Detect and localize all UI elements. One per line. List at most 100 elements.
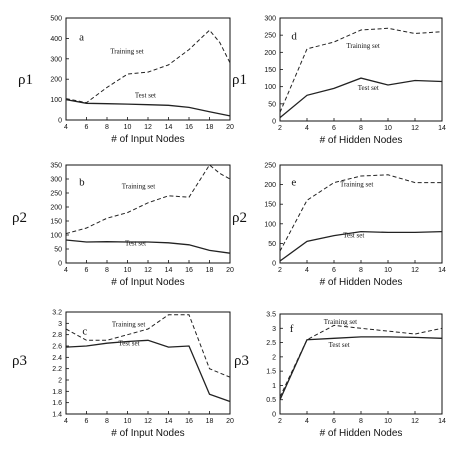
y-tick-label-b-0: 0: [58, 261, 62, 268]
x-tick-label-a-3: 10: [124, 124, 132, 131]
x-tick-label-b-3: 10: [124, 267, 132, 274]
panel-letter-f: f: [290, 323, 294, 335]
y-tick-label-c-9: 3.2: [52, 310, 62, 317]
x-tick-label-f-6: 14: [438, 418, 446, 425]
x-axis-label-e: # of Hidden Nodes: [320, 277, 403, 288]
y-tick-label-d-5: 250: [264, 33, 276, 40]
x-tick-label-f-3: 8: [359, 418, 363, 425]
y-tick-label-b-1: 50: [54, 247, 62, 254]
y-tick-label-f-3: 1.5: [266, 369, 276, 376]
x-tick-label-f-5: 12: [411, 418, 419, 425]
y-tick-label-f-0: 0: [272, 412, 276, 419]
training-set-label-b: Training set: [122, 183, 155, 191]
x-axis-label-d: # of Hidden Nodes: [320, 135, 403, 146]
test-set-label-c: Test set: [118, 340, 139, 348]
y-tick-label-d-0: 0: [272, 119, 276, 126]
x-tick-label-b-8: 20: [226, 267, 234, 274]
x-tick-label-b-2: 8: [105, 267, 109, 274]
training-set-line-c: [65, 314, 231, 378]
x-tick-label-a-6: 16: [185, 124, 193, 131]
panel-letter-d: d: [291, 31, 297, 43]
y-tick-label-c-2: 1.8: [52, 389, 62, 396]
test-set-line-a: [65, 98, 231, 117]
y-tick-label-a-0: 0: [58, 118, 62, 125]
x-axis-label-b: # of Input Nodes: [111, 277, 184, 288]
x-tick-label-b-7: 18: [206, 267, 214, 274]
y-tick-label-b-6: 300: [50, 177, 62, 184]
x-tick-label-e-0: 2: [278, 267, 282, 274]
y-tick-label-b-5: 250: [50, 191, 62, 198]
x-tick-label-c-5: 14: [165, 418, 173, 425]
y-tick-label-e-1: 50: [268, 241, 276, 248]
y-tick-label-e-3: 150: [264, 202, 276, 209]
y-tick-label-c-1: 1.6: [52, 400, 62, 407]
y-tick-label-b-7: 350: [50, 163, 62, 170]
y-tick-label-f-5: 2.5: [266, 340, 276, 347]
x-tick-label-d-0: 2: [278, 125, 282, 132]
y-tick-label-f-4: 2: [272, 354, 276, 361]
y-tick-label-d-3: 150: [264, 67, 276, 74]
x-axis-label-f: # of Hidden Nodes: [320, 428, 403, 439]
x-tick-label-a-2: 8: [105, 124, 109, 131]
panel-letter-b: b: [79, 177, 85, 189]
test-set-label-f: Test set: [329, 341, 350, 349]
y-tick-label-a-1: 100: [50, 97, 62, 104]
y-axis-label-a: ρ1: [18, 72, 33, 88]
test-set-label-e: Test set: [343, 232, 364, 240]
x-tick-label-e-5: 12: [411, 267, 419, 274]
x-tick-label-b-5: 14: [165, 267, 173, 274]
x-tick-label-e-2: 6: [332, 267, 336, 274]
training-set-line-f: [279, 324, 443, 398]
panel-letter-e: e: [291, 177, 296, 189]
x-tick-label-b-0: 4: [64, 267, 68, 274]
y-tick-label-b-2: 100: [50, 233, 62, 240]
y-tick-label-d-6: 300: [264, 16, 276, 23]
y-tick-label-a-5: 500: [50, 16, 62, 23]
training-set-label-c: Training set: [112, 320, 145, 328]
x-tick-label-c-3: 10: [124, 418, 132, 425]
y-axis-label-e: ρ2: [232, 210, 247, 226]
y-tick-label-e-5: 250: [264, 163, 276, 170]
x-tick-label-e-6: 14: [438, 267, 446, 274]
y-tick-label-e-0: 0: [272, 261, 276, 268]
test-set-line-f: [279, 336, 443, 400]
plot-frame-b: [65, 164, 231, 264]
y-tick-label-c-6: 2.6: [52, 344, 62, 351]
x-tick-label-a-8: 20: [226, 124, 234, 131]
y-tick-label-b-4: 200: [50, 205, 62, 212]
y-tick-label-b-3: 150: [50, 219, 62, 226]
x-tick-label-f-2: 6: [332, 418, 336, 425]
y-tick-label-d-4: 200: [264, 50, 276, 57]
x-tick-label-f-1: 4: [305, 418, 309, 425]
x-tick-label-a-0: 4: [64, 124, 68, 131]
test-set-line-c: [65, 339, 231, 403]
y-axis-label-d: ρ1: [232, 72, 247, 88]
training-set-label-f: Training set: [324, 318, 357, 326]
x-tick-label-a-4: 12: [144, 124, 152, 131]
x-tick-label-a-5: 14: [165, 124, 173, 131]
plot-frame-f: [279, 313, 443, 415]
x-tick-label-d-3: 8: [359, 125, 363, 132]
y-tick-label-a-2: 200: [50, 77, 62, 84]
test-set-line-e: [279, 230, 443, 262]
training-set-label-a: Training set: [110, 48, 143, 56]
test-set-label-b: Test set: [125, 239, 146, 247]
plot-frame-c: [65, 311, 231, 415]
y-tick-label-c-4: 2.2: [52, 366, 62, 373]
test-set-line-d: [279, 77, 443, 119]
y-tick-label-e-4: 200: [264, 182, 276, 189]
training-set-line-d: [279, 27, 443, 113]
x-tick-label-d-1: 4: [305, 125, 309, 132]
y-axis-label-f: ρ3: [234, 353, 249, 369]
x-tick-label-c-7: 18: [206, 418, 214, 425]
x-tick-label-f-0: 2: [278, 418, 282, 425]
y-tick-label-f-1: 0.5: [266, 397, 276, 404]
x-tick-label-e-3: 8: [359, 267, 363, 274]
x-tick-label-e-1: 4: [305, 267, 309, 274]
y-tick-label-d-2: 100: [264, 84, 276, 91]
test-set-line-b: [65, 239, 231, 254]
y-axis-label-c: ρ3: [12, 353, 27, 369]
x-tick-label-b-4: 12: [144, 267, 152, 274]
training-set-label-d: Training set: [346, 42, 379, 50]
